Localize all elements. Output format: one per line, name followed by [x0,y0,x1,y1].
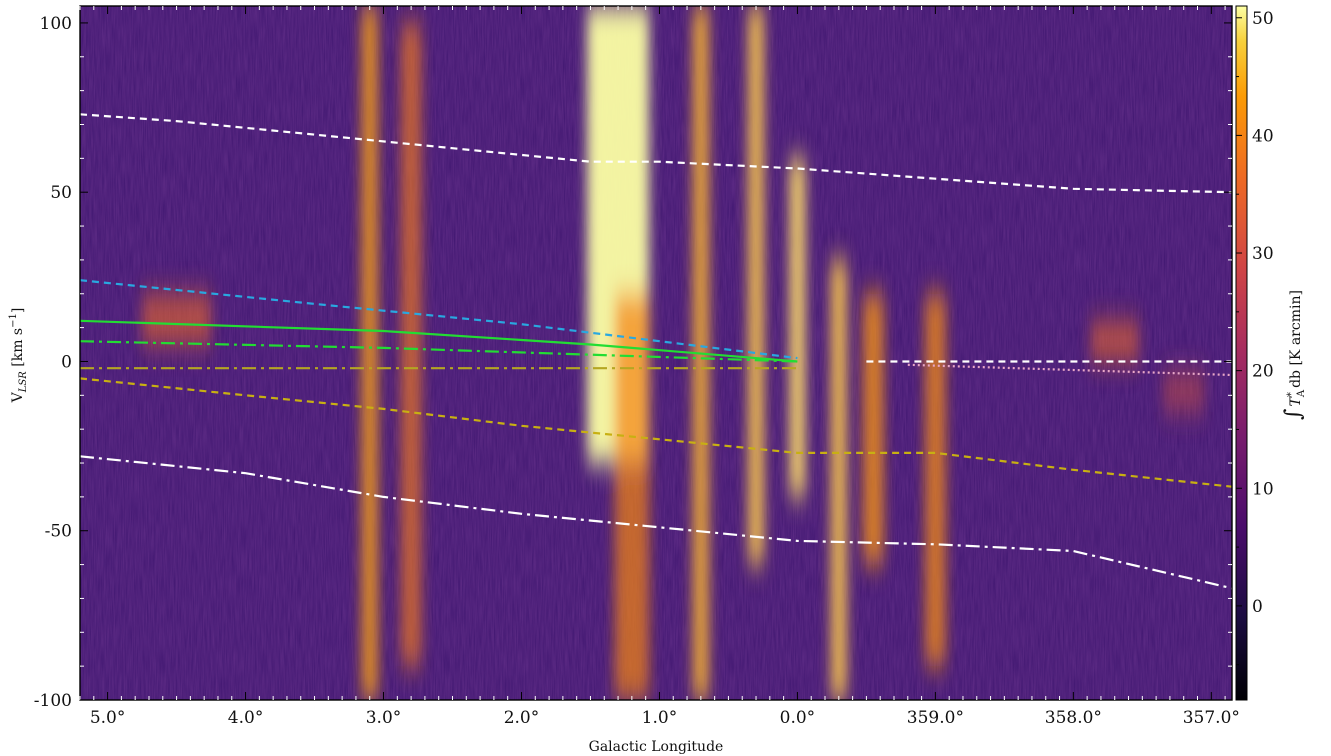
colorbar-bar [1235,5,1248,701]
y-tick-label: -100 [34,691,72,711]
y-tick-label: 0 [61,352,72,372]
emission-feature [747,6,765,565]
plot-frame [79,5,1233,701]
y-axis-label: VLSR [km s−1] [8,308,29,404]
x-tick-label: 357.0° [1183,708,1240,728]
noise-texture [80,6,1232,700]
colorbar-tick-label: 40 [1252,126,1274,146]
series-line-2 [80,279,798,360]
emission-feature [142,293,212,345]
x-tick-label: 3.0° [366,708,402,728]
curves-layer [80,113,1232,590]
series-line-4 [80,340,798,363]
series-line-7 [907,363,1232,377]
emission-feature [1090,320,1139,362]
series-line-8 [80,377,1232,488]
x-tick-label: 358.0° [1045,708,1102,728]
emission-feature [1163,371,1205,413]
colorbar-tick-label: 20 [1252,362,1274,382]
series-line-3 [80,319,798,363]
plot-area: 5.0° 4.0° 3.0° 2.0° 1.0° 0.0° 359.0° 358.0° 357.… [34,5,1240,728]
emission-feature [830,259,848,700]
emission-feature [862,293,884,565]
x-tick-label: 2.0° [504,708,540,728]
emission-feature [614,293,650,700]
series-line-1 [80,113,1232,194]
x-tick-label: 0.0° [780,708,816,728]
colorbar-tick-label: 0 [1252,597,1263,617]
colorbar-tick-label: 50 [1252,9,1274,29]
colorbar-label: ∫T*Adb [K arcmin] [1281,290,1307,420]
x-tick-label: 5.0° [90,708,126,728]
y-tick-label: 100 [40,14,72,34]
series-line-9 [80,455,1232,590]
x-tick-label: 359.0° [907,708,964,728]
y-tick-label: -50 [45,522,72,542]
emission-feature [789,158,806,497]
colorbar-tick-label: 30 [1252,244,1274,264]
y-tick-label: 50 [50,183,72,203]
colorbar-tick-label: 10 [1252,479,1274,499]
colorbar-ticks: 0 10 20 30 40 50 [1236,9,1274,666]
x-tick-label: 1.0° [642,708,678,728]
y-axis: -100 -50 0 50 100 [34,14,1232,711]
x-axis-label: Galactic Longitude [589,739,724,755]
x-tick-label: 4.0° [228,708,264,728]
emission-feature [925,293,946,667]
colorbar: 0 10 20 30 40 50 [1235,5,1274,701]
emission-feature [361,6,379,700]
emission-feature [400,22,422,667]
x-axis: 5.0° 4.0° 3.0° 2.0° 1.0° 0.0° 359.0° 358.0° 357.… [79,6,1240,728]
